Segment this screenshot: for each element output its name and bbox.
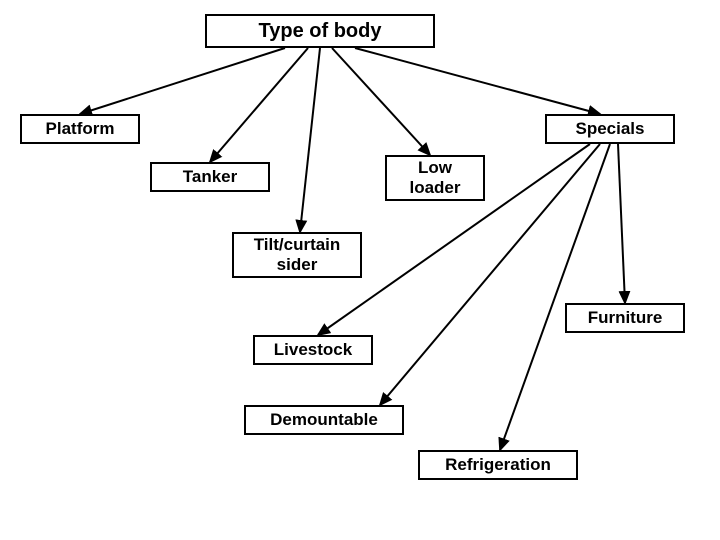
node-label: Low loader: [409, 158, 460, 197]
edge-root-lowloader: [332, 48, 430, 155]
edge-specials-refrigeration: [500, 144, 610, 450]
node-label: Tanker: [183, 167, 238, 187]
node-livestock: Livestock: [253, 335, 373, 365]
node-label: Type of body: [259, 20, 382, 43]
node-root: Type of body: [205, 14, 435, 48]
node-furniture: Furniture: [565, 303, 685, 333]
edge-root-specials: [355, 48, 600, 114]
node-label: Refrigeration: [445, 455, 551, 475]
node-label: Specials: [576, 119, 645, 139]
edge-root-tilt: [300, 48, 320, 232]
node-label: Demountable: [270, 410, 378, 430]
node-lowloader: Low loader: [385, 155, 485, 201]
node-specials: Specials: [545, 114, 675, 144]
node-refrigeration: Refrigeration: [418, 450, 578, 480]
diagram-canvas: Type of body Platform Specials Tanker Low lo…: [0, 0, 720, 540]
node-tilt: Tilt/curtain sider: [232, 232, 362, 278]
node-label: Tilt/curtain sider: [254, 235, 341, 274]
node-label: Platform: [46, 119, 115, 139]
node-tanker: Tanker: [150, 162, 270, 192]
node-platform: Platform: [20, 114, 140, 144]
edge-root-tanker: [210, 48, 308, 162]
node-label: Furniture: [588, 308, 663, 328]
node-demountable: Demountable: [244, 405, 404, 435]
edge-specials-furniture: [618, 144, 625, 303]
edge-root-platform: [80, 48, 285, 114]
node-label: Livestock: [274, 340, 352, 360]
